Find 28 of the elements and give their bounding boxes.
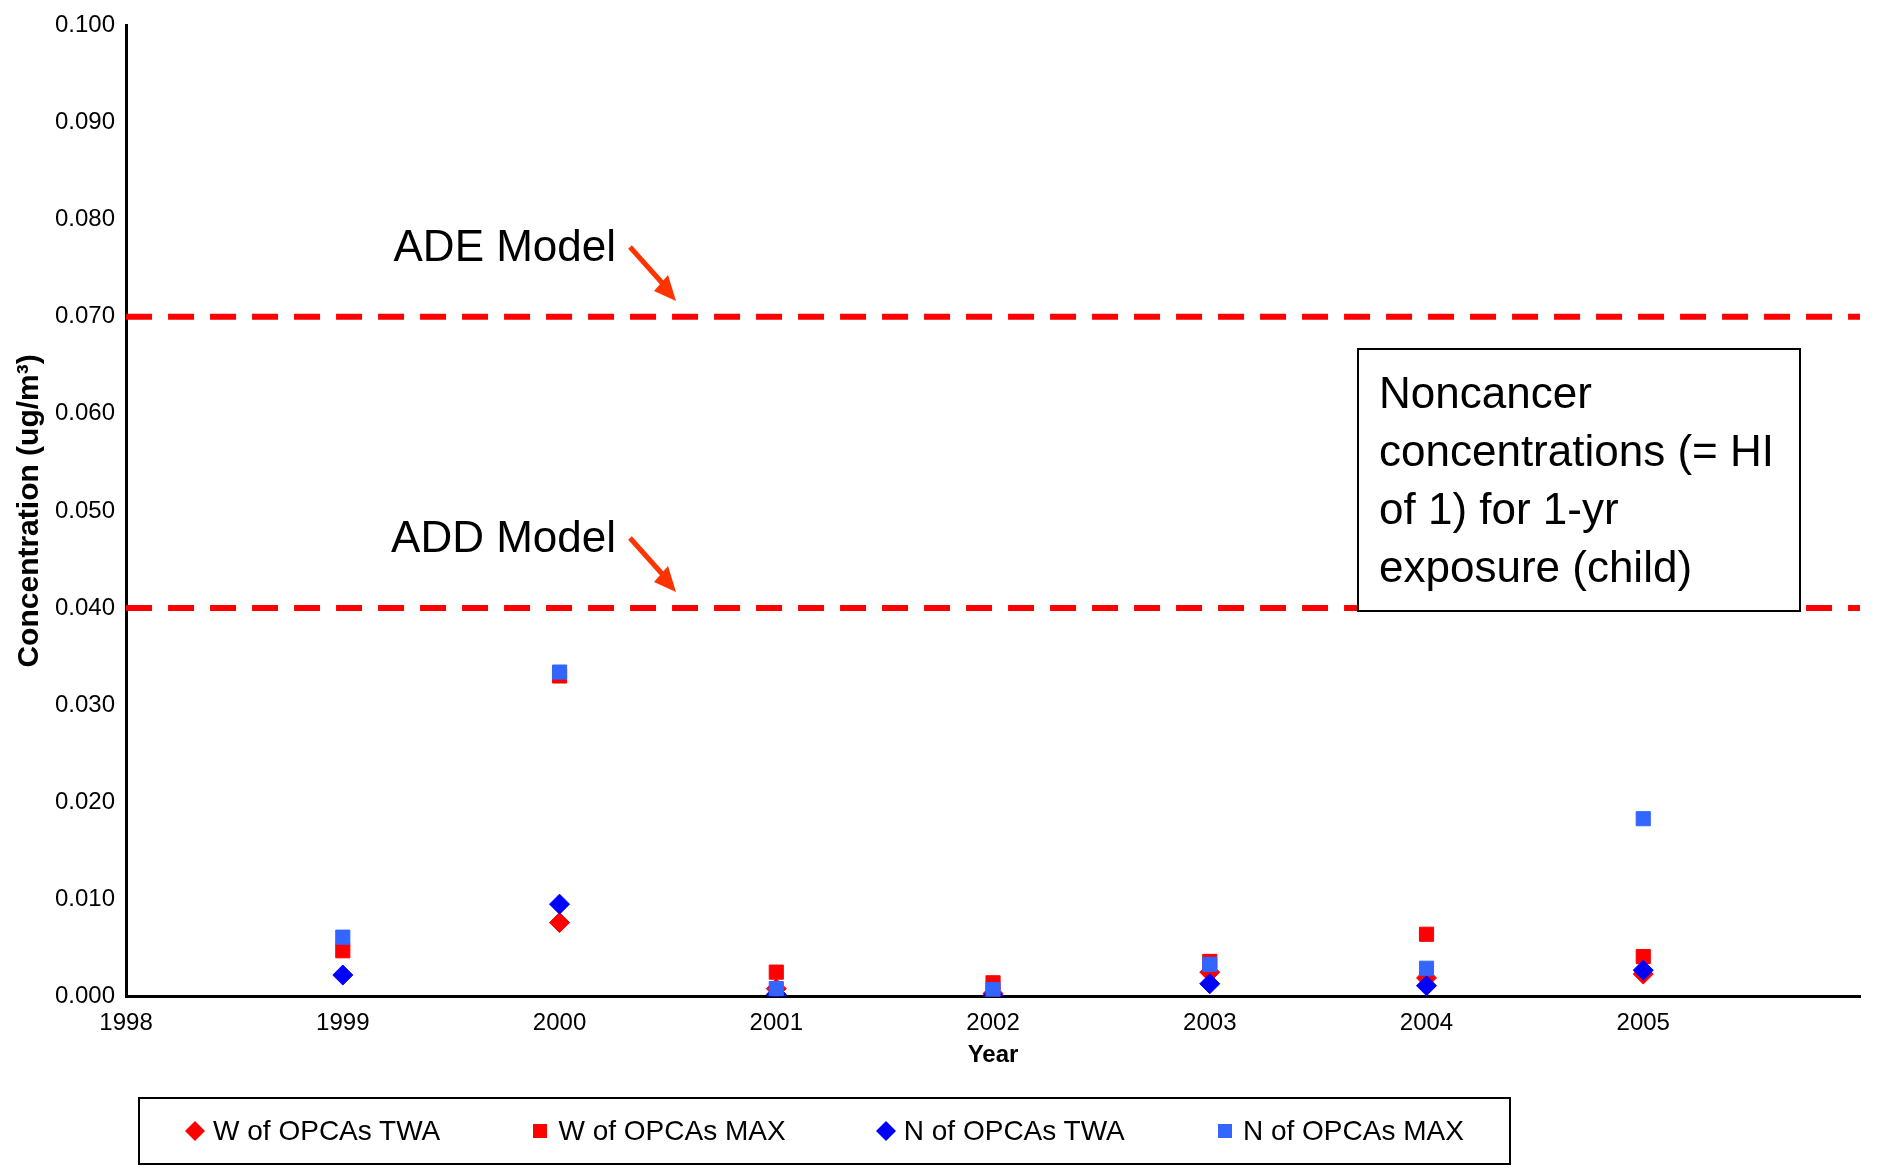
legend-label: W of OPCAs TWA: [213, 1115, 441, 1147]
y-tick-label: 0.100: [55, 10, 116, 38]
x-axis-title: Year: [967, 1040, 1019, 1068]
ref-line-label: ADE Model: [393, 220, 617, 270]
x-tick-label: 2004: [1399, 1008, 1454, 1036]
y-tick-label: 0.040: [55, 592, 116, 620]
x-tick-label: 2002: [966, 1008, 1020, 1036]
y-tick-label: 0.090: [55, 107, 116, 135]
y-tick-label: 0.030: [55, 689, 116, 717]
x-tick-label: 2001: [749, 1008, 803, 1036]
ref-line-label: ADD Model: [391, 512, 617, 562]
y-tick-label: 0.080: [55, 204, 116, 232]
legend-label: N of OPCAs TWA: [903, 1115, 1125, 1147]
legend-label: W of OPCAs MAX: [558, 1115, 786, 1147]
x-tick-label: 2005: [1616, 1008, 1670, 1036]
annotation: Noncancer concentrations (= HI of 1) for 1-yr exposure (child): [1357, 348, 1801, 612]
x-tick-label: 1999: [316, 1008, 370, 1036]
y-tick-label: 0.020: [55, 786, 116, 814]
y-tick-label: 0.060: [55, 398, 116, 426]
y-axis-title: Concentration (ug/m³): [11, 354, 45, 668]
x-tick-label: 1998: [99, 1008, 153, 1036]
y-tick-label: 0.000: [55, 981, 116, 1009]
x-tick-label: 2000: [532, 1008, 587, 1036]
legend-label: N of OPCAs MAX: [1242, 1115, 1464, 1147]
y-tick-label: 0.010: [55, 883, 116, 911]
x-tick-label: 2003: [1183, 1008, 1237, 1036]
y-tick-label: 0.050: [55, 495, 116, 523]
y-tick-label: 0.070: [55, 301, 116, 329]
